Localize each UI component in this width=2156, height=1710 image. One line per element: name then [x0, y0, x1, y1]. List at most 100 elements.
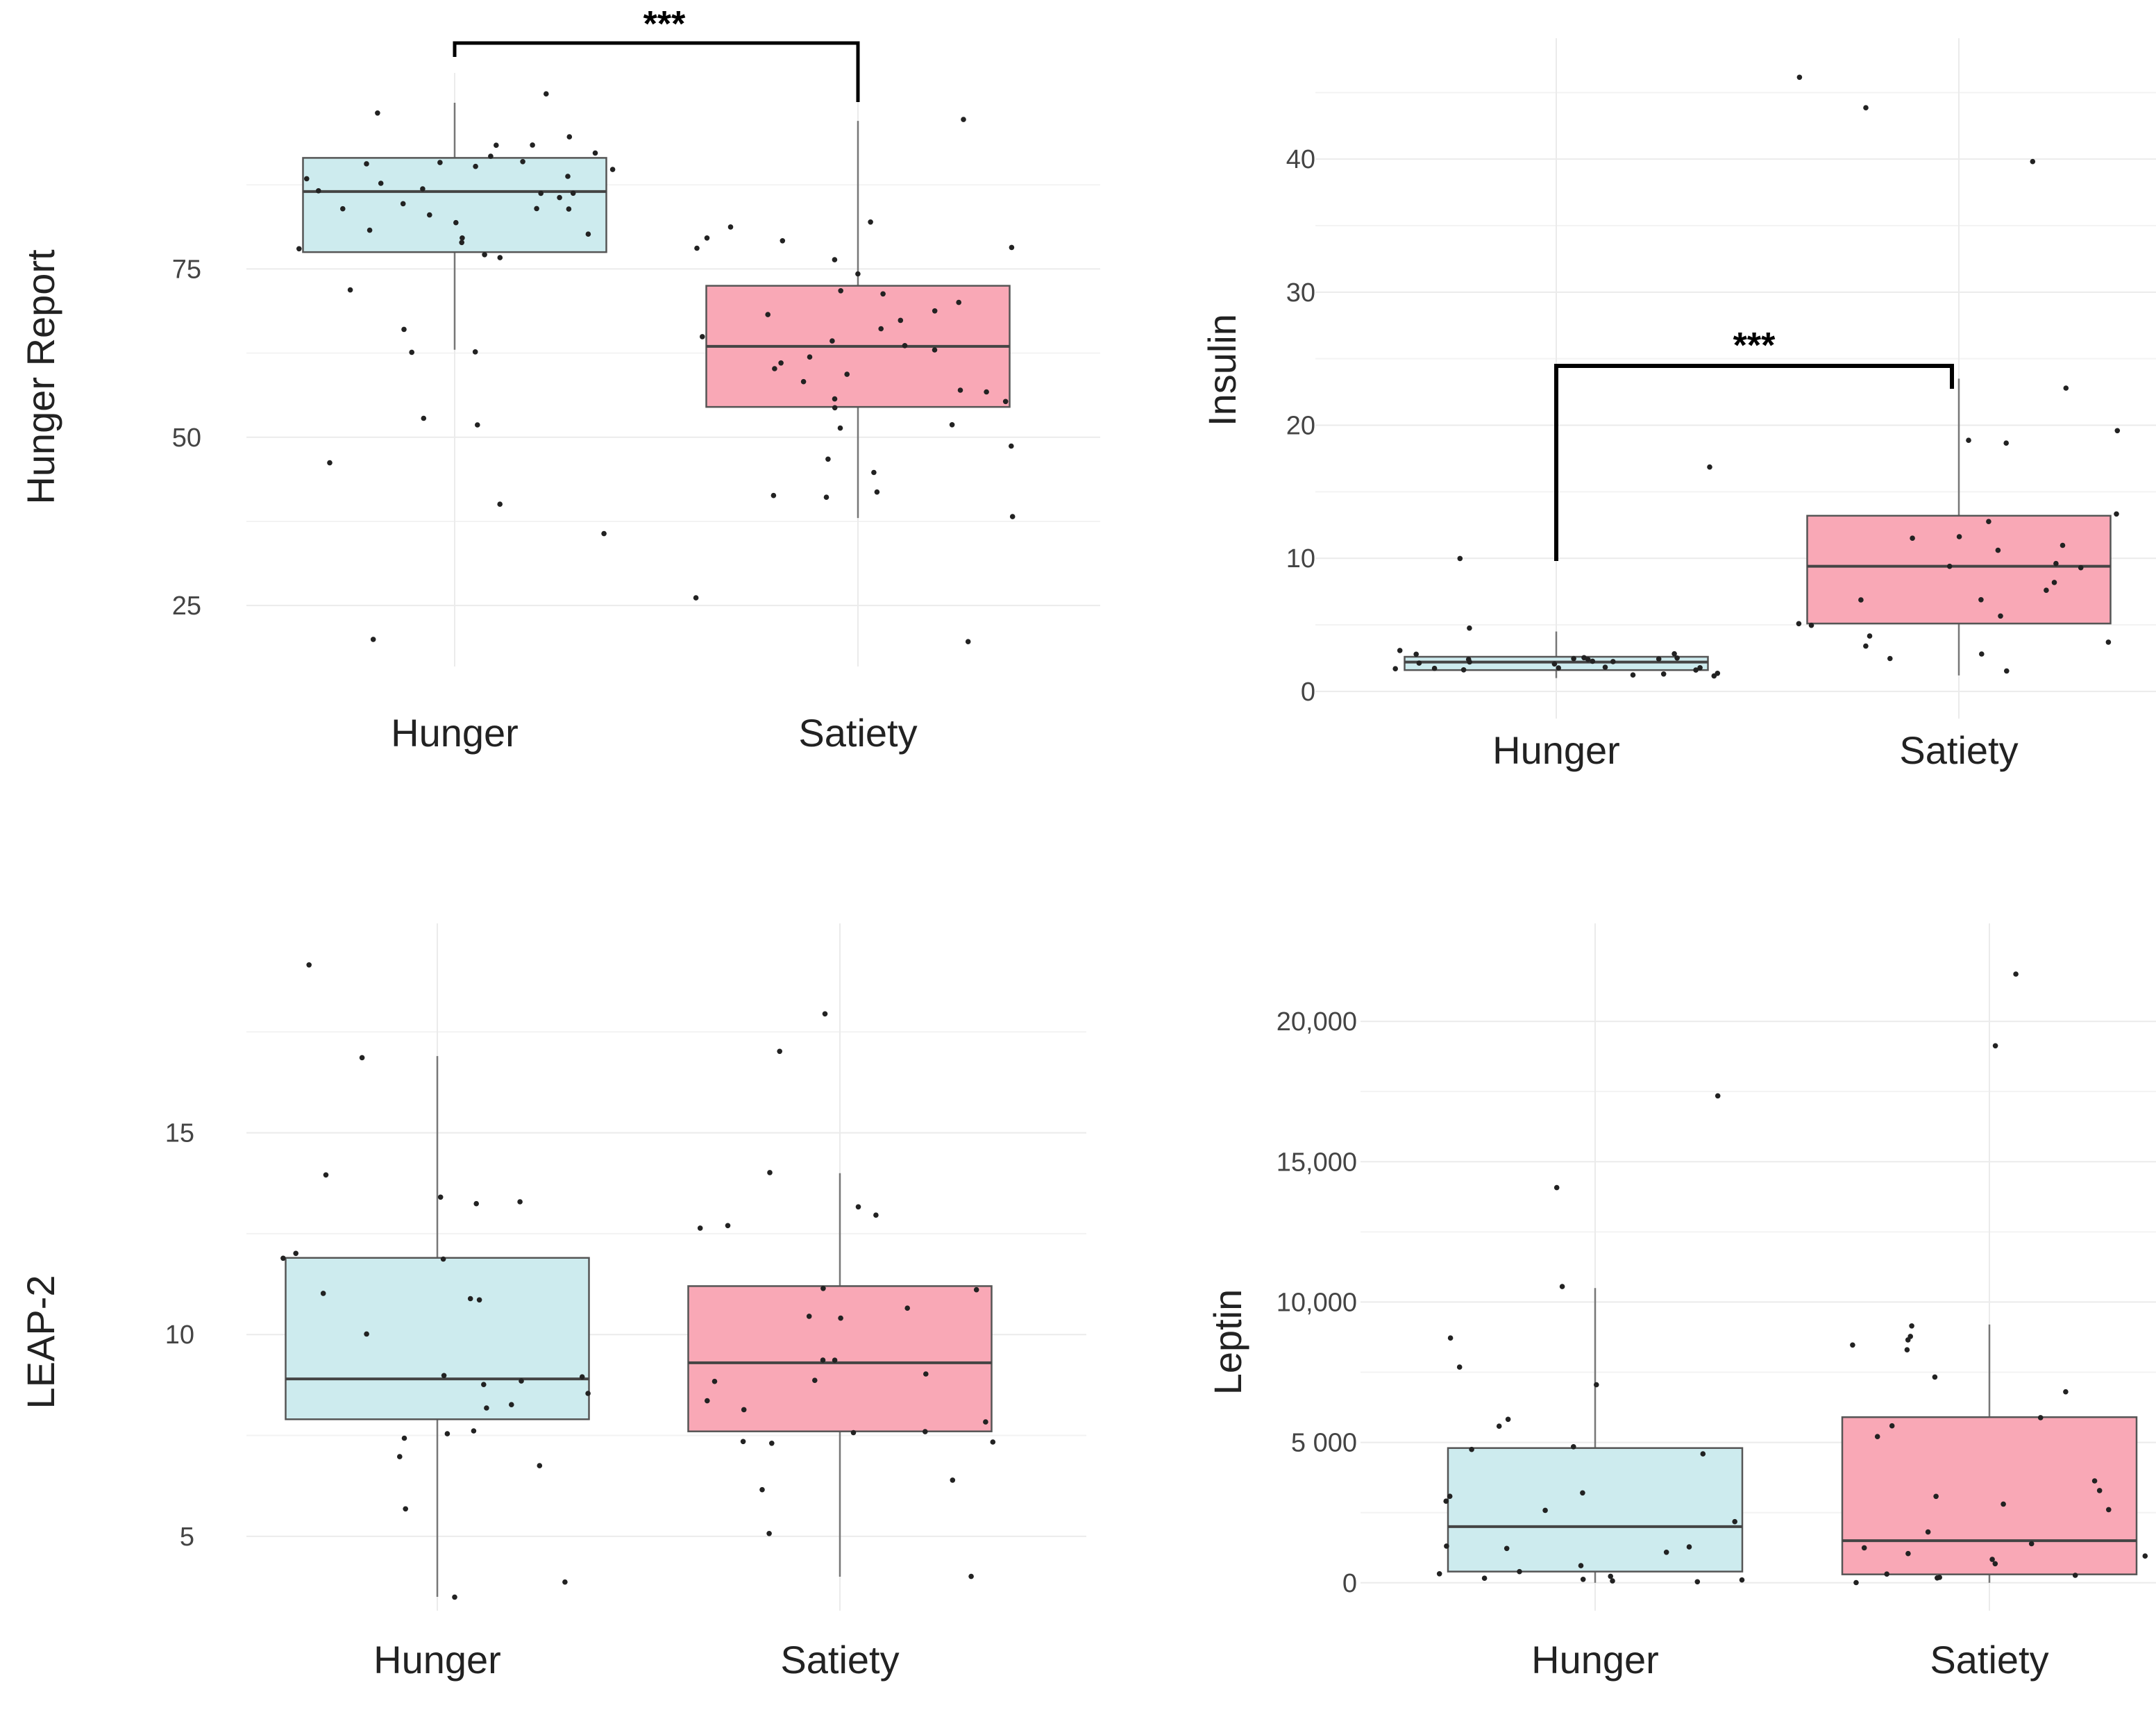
data-point [880, 291, 886, 297]
data-point [570, 190, 576, 196]
data-point [1416, 660, 1422, 666]
data-point [488, 153, 494, 159]
data-point [557, 194, 562, 201]
data-point [898, 317, 904, 324]
data-point [725, 1223, 731, 1229]
data-point [1796, 74, 1803, 81]
data-point [825, 456, 831, 462]
y-tick-label: 30 [1286, 278, 1315, 308]
box-hunger [285, 1056, 590, 1597]
y-tick-label: 50 [172, 424, 201, 453]
box-iqr [687, 1285, 993, 1432]
data-point [1978, 597, 1984, 603]
data-point [1392, 666, 1398, 671]
data-point [497, 255, 503, 260]
data-point [467, 1296, 473, 1302]
data-point [855, 1204, 861, 1210]
data-point [923, 1371, 929, 1377]
data-point [2051, 580, 2057, 585]
data-point [592, 150, 598, 156]
data-point [2060, 542, 2066, 548]
data-point [400, 201, 406, 207]
data-point [1457, 555, 1463, 562]
data-point [965, 639, 971, 644]
data-point [484, 1405, 489, 1411]
data-point [1610, 659, 1616, 664]
data-point [873, 1212, 879, 1218]
data-point [1910, 535, 1915, 541]
data-point [1697, 665, 1703, 671]
data-point [364, 161, 369, 167]
data-point [2001, 1501, 2006, 1507]
data-point [957, 387, 963, 393]
y-tick-label: 10,000 [1277, 1288, 1357, 1317]
data-point [741, 1407, 747, 1413]
significance-label: *** [1733, 326, 1776, 366]
data-point [812, 1377, 818, 1383]
data-point [832, 1357, 838, 1363]
data-point [1905, 1550, 1911, 1557]
data-point [2072, 1573, 2078, 1578]
data-point [990, 1439, 996, 1445]
data-point [444, 1431, 450, 1436]
data-point [367, 227, 373, 233]
y-tick-label: 5 [180, 1523, 194, 1552]
data-point [1909, 1323, 1914, 1329]
data-point [1989, 1557, 1995, 1562]
data-point [1009, 514, 1016, 519]
y-tick-label: 0 [1301, 678, 1315, 707]
data-point [820, 1286, 826, 1291]
box-satiety [705, 121, 1011, 519]
data-point [1904, 1347, 1910, 1352]
data-point [1979, 651, 1985, 657]
data-point [1998, 613, 2003, 619]
data-point [537, 1463, 543, 1468]
data-point [2096, 1488, 2103, 1493]
data-point [1796, 621, 1802, 627]
x-tick-label-hunger: Hunger [1492, 728, 1620, 772]
data-point [481, 1382, 487, 1387]
data-point [765, 312, 770, 317]
data-point [1556, 665, 1561, 671]
data-point [1431, 665, 1438, 671]
data-point [472, 349, 478, 355]
data-point [1447, 1335, 1454, 1341]
box-hunger [1404, 631, 1709, 678]
significance-label: *** [643, 4, 686, 44]
data-point [440, 1256, 446, 1262]
data-point [585, 231, 591, 237]
data-point [520, 159, 525, 165]
data-point [306, 962, 312, 968]
data-point [323, 1172, 329, 1178]
data-point [1889, 1423, 1895, 1429]
data-point [1674, 655, 1680, 661]
data-point [1571, 655, 1576, 662]
data-point [850, 1430, 857, 1436]
data-point [1966, 437, 1971, 443]
data-point [1505, 1416, 1511, 1423]
data-point [904, 1305, 910, 1311]
data-point [1711, 673, 1717, 679]
y-tick-label: 15 [165, 1119, 194, 1148]
data-point [697, 1225, 703, 1231]
data-point [727, 224, 734, 230]
data-point [1732, 1518, 1737, 1525]
data-point [1580, 1577, 1586, 1582]
data-point [304, 176, 310, 182]
data-point [2003, 440, 2009, 446]
data-point [984, 389, 989, 395]
data-point [538, 190, 544, 196]
data-point [769, 1441, 775, 1446]
y-axis-label: Insulin [1200, 314, 1244, 426]
data-point [2142, 1553, 2148, 1559]
data-point [1660, 671, 1667, 677]
chart-panel-hunger-report: 25 50 75 Hunger Report Hunger Satiety *** [19, 4, 1100, 755]
y-tick-label: 20 [1286, 412, 1315, 441]
data-point [459, 240, 464, 246]
data-point [1986, 519, 1991, 524]
data-point [1663, 1550, 1669, 1555]
y-tick-label: 10 [1286, 544, 1315, 573]
data-point [497, 501, 503, 507]
data-point [822, 1011, 828, 1017]
data-point [1594, 1382, 1599, 1388]
